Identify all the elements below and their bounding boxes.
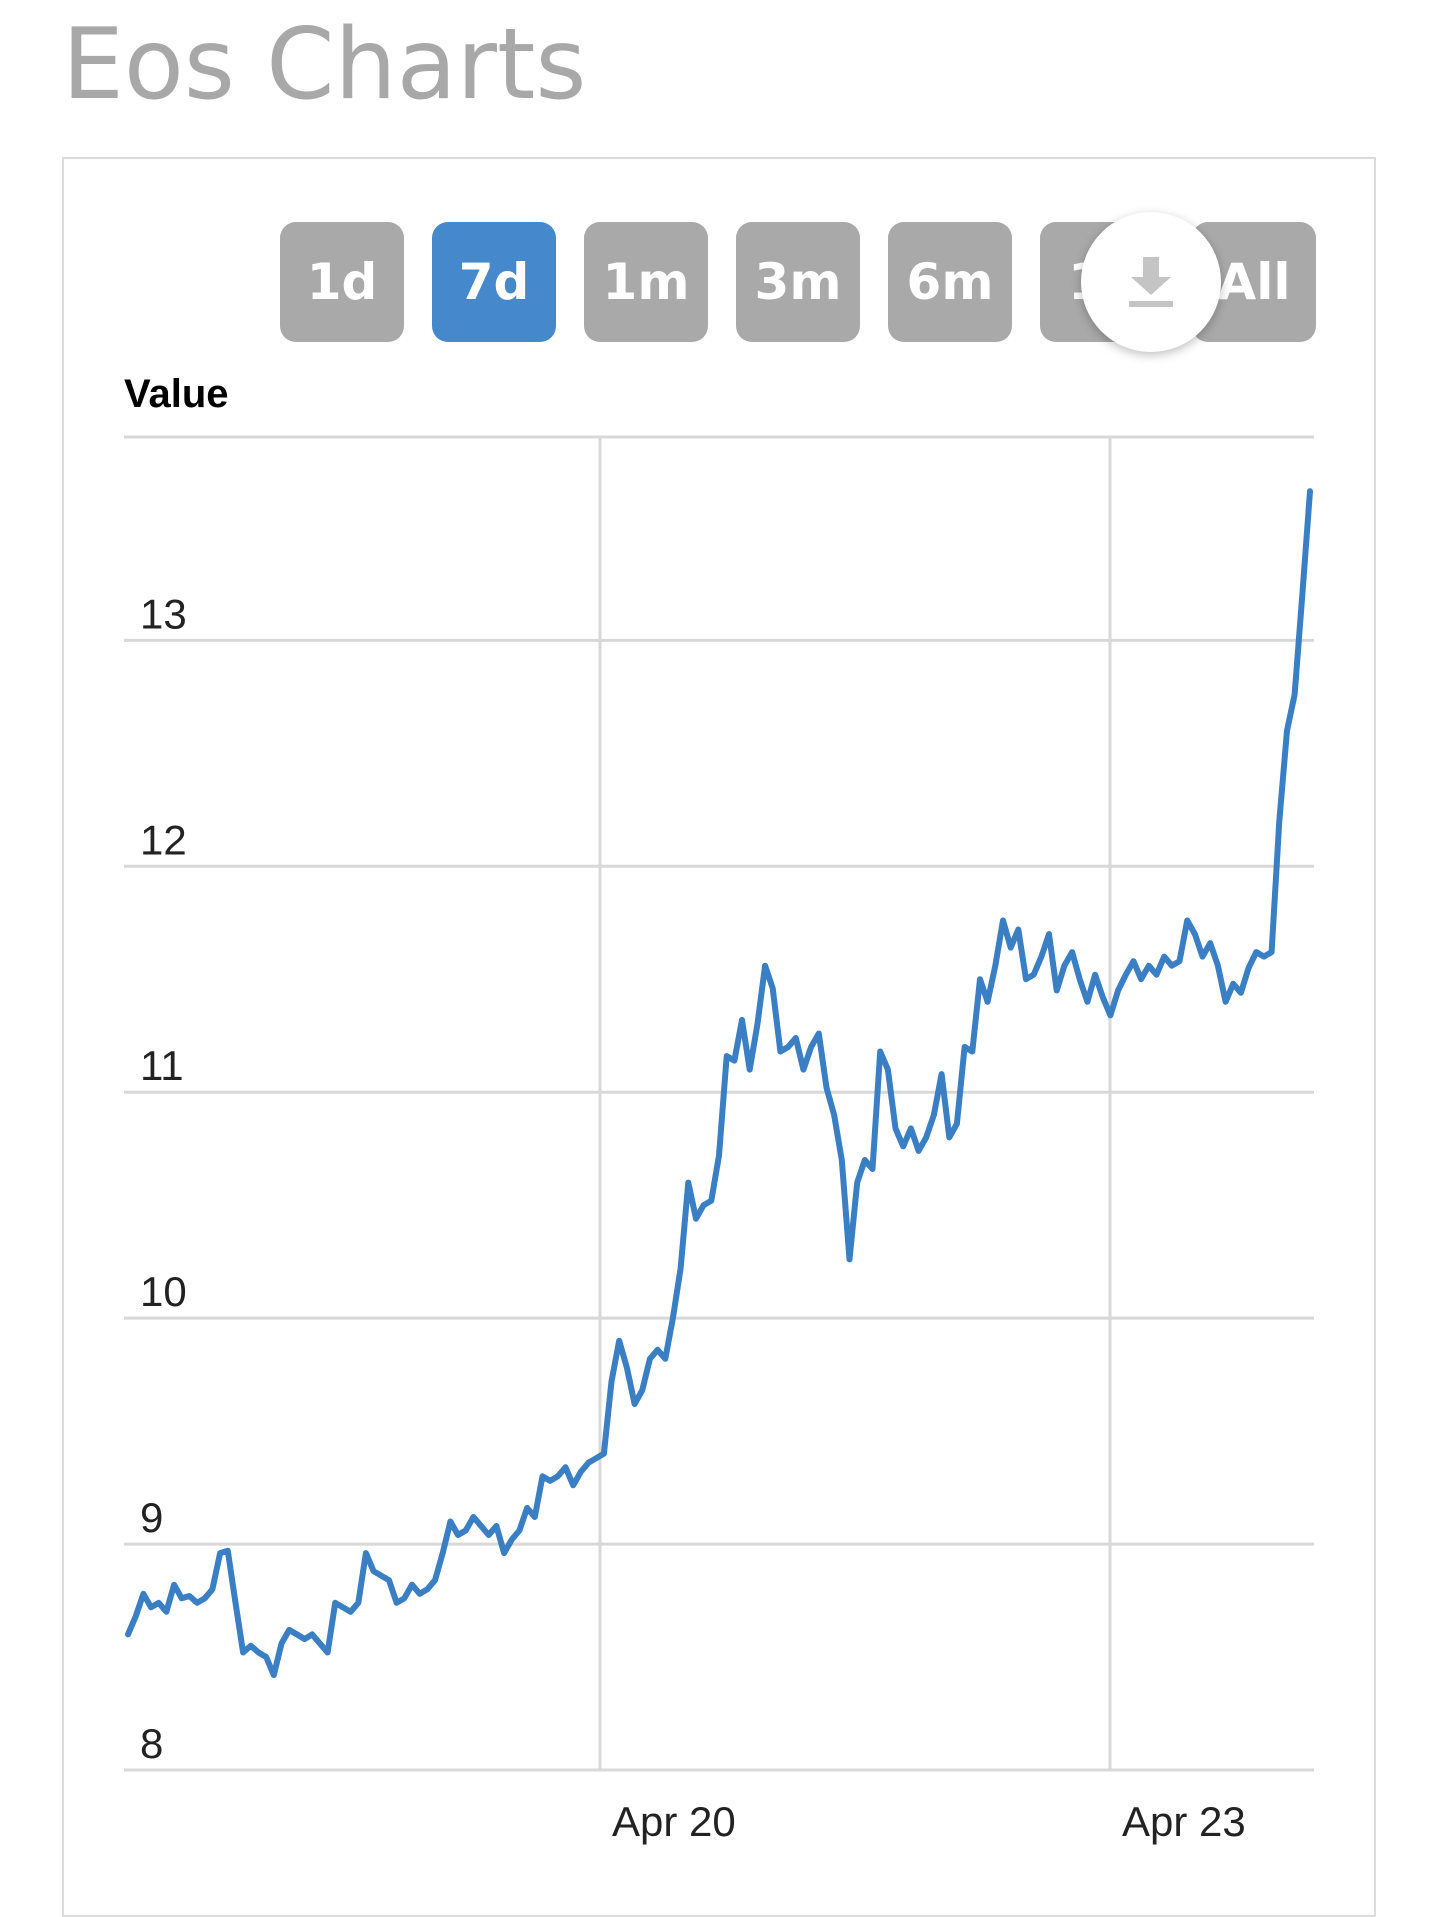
range-button-3m[interactable]: 3m [736,222,860,342]
download-button[interactable] [1081,212,1221,352]
range-button-1d[interactable]: 1d [280,222,404,342]
x-tick-label: Apr 20 [612,1798,736,1845]
y-tick-label: 12 [140,816,187,863]
y-tick-label: 10 [140,1268,187,1315]
range-button-7d[interactable]: 7d [432,222,556,342]
y-tick-label: 11 [140,1042,184,1089]
range-button-1m[interactable]: 1m [584,222,708,342]
x-tick-label: Apr 23 [1122,1798,1246,1845]
chart-panel: 1d 7d 1m 3m 6m 1y All [62,157,1376,1917]
download-icon [1129,256,1173,307]
y-tick-label: 9 [140,1494,163,1541]
page-title: Eos Charts [62,8,587,122]
y-axis-title: Value [124,372,229,416]
y-tick-label: 8 [140,1720,163,1767]
series-line [125,488,1313,1679]
y-tick-label: 13 [140,590,187,637]
range-button-6m[interactable]: 6m [888,222,1012,342]
